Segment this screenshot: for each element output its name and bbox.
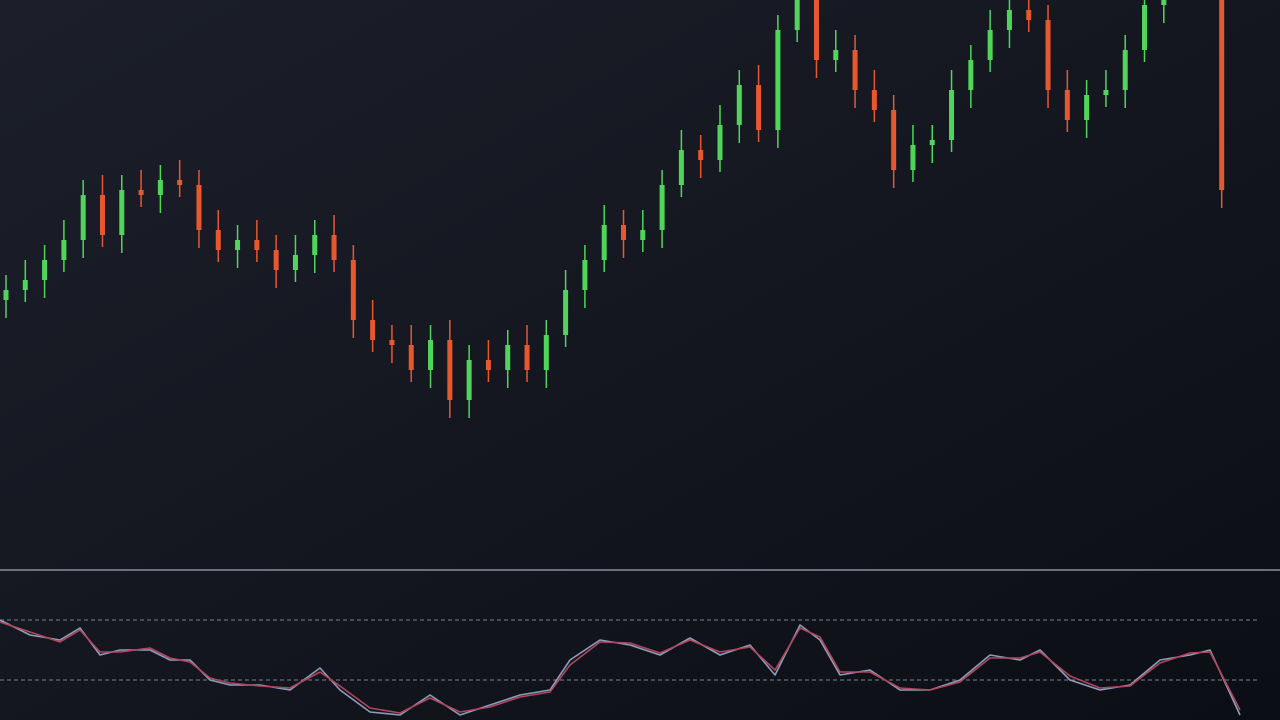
candle-body [717, 125, 723, 160]
candle-body [929, 140, 935, 145]
candle-body [524, 345, 530, 370]
candle-body [447, 340, 453, 400]
candle-body [3, 290, 9, 300]
candle-body [273, 250, 279, 270]
candle-body [1064, 90, 1070, 120]
candle-body [1084, 95, 1090, 120]
oscillator-panel [0, 619, 1258, 716]
candle-body [949, 90, 955, 140]
candle-body [292, 255, 298, 270]
candle-body [370, 320, 376, 340]
candle-body [582, 260, 588, 290]
oscillator-line [0, 621, 1241, 714]
candle-body [428, 340, 434, 370]
candle-body [659, 185, 665, 230]
candle-body [601, 225, 607, 260]
candle-body [254, 240, 260, 250]
candle-body [910, 145, 916, 170]
candle-body [1045, 20, 1051, 90]
candle-body [833, 50, 839, 60]
candle-body [1142, 5, 1148, 50]
candle-body [775, 30, 781, 130]
candle-body [350, 260, 356, 320]
candle-body [42, 260, 48, 280]
candle-body [138, 190, 144, 195]
candle-body [736, 85, 742, 125]
candle-body [99, 195, 105, 235]
candle-body [871, 90, 877, 110]
candle-body [891, 110, 897, 170]
candle-body [485, 360, 491, 370]
candle-body [698, 150, 704, 160]
candle-body [640, 230, 646, 240]
candle-body [813, 0, 819, 60]
candle-body [157, 180, 163, 195]
candle-body [1122, 50, 1128, 90]
candle-body [1026, 10, 1032, 20]
candle-body [543, 335, 549, 370]
candle-body [331, 235, 337, 260]
candle-body [466, 360, 472, 400]
candle-body [61, 240, 67, 260]
candle-body [235, 240, 241, 250]
candle-body [621, 225, 626, 240]
candle-body [678, 150, 684, 185]
candle-body [119, 190, 125, 235]
candle-body [22, 280, 28, 290]
candle-body [987, 30, 993, 60]
price-panel [3, 0, 1225, 418]
candle-body [1103, 90, 1109, 95]
candle-body [968, 60, 974, 90]
candle-body [756, 85, 762, 130]
candle-body [1219, 0, 1225, 190]
candle-body [505, 345, 511, 370]
candle-body [215, 230, 221, 250]
candle-body [80, 195, 86, 240]
candle-body [389, 340, 395, 345]
candle-body [408, 345, 414, 370]
candle-body [312, 235, 318, 255]
candle-body [177, 180, 183, 185]
candle-body [1161, 0, 1167, 5]
candle-body [852, 50, 858, 90]
candle-body [563, 290, 569, 335]
candle-body [794, 0, 800, 30]
candle-body [1006, 10, 1012, 30]
candle-body [196, 185, 202, 230]
